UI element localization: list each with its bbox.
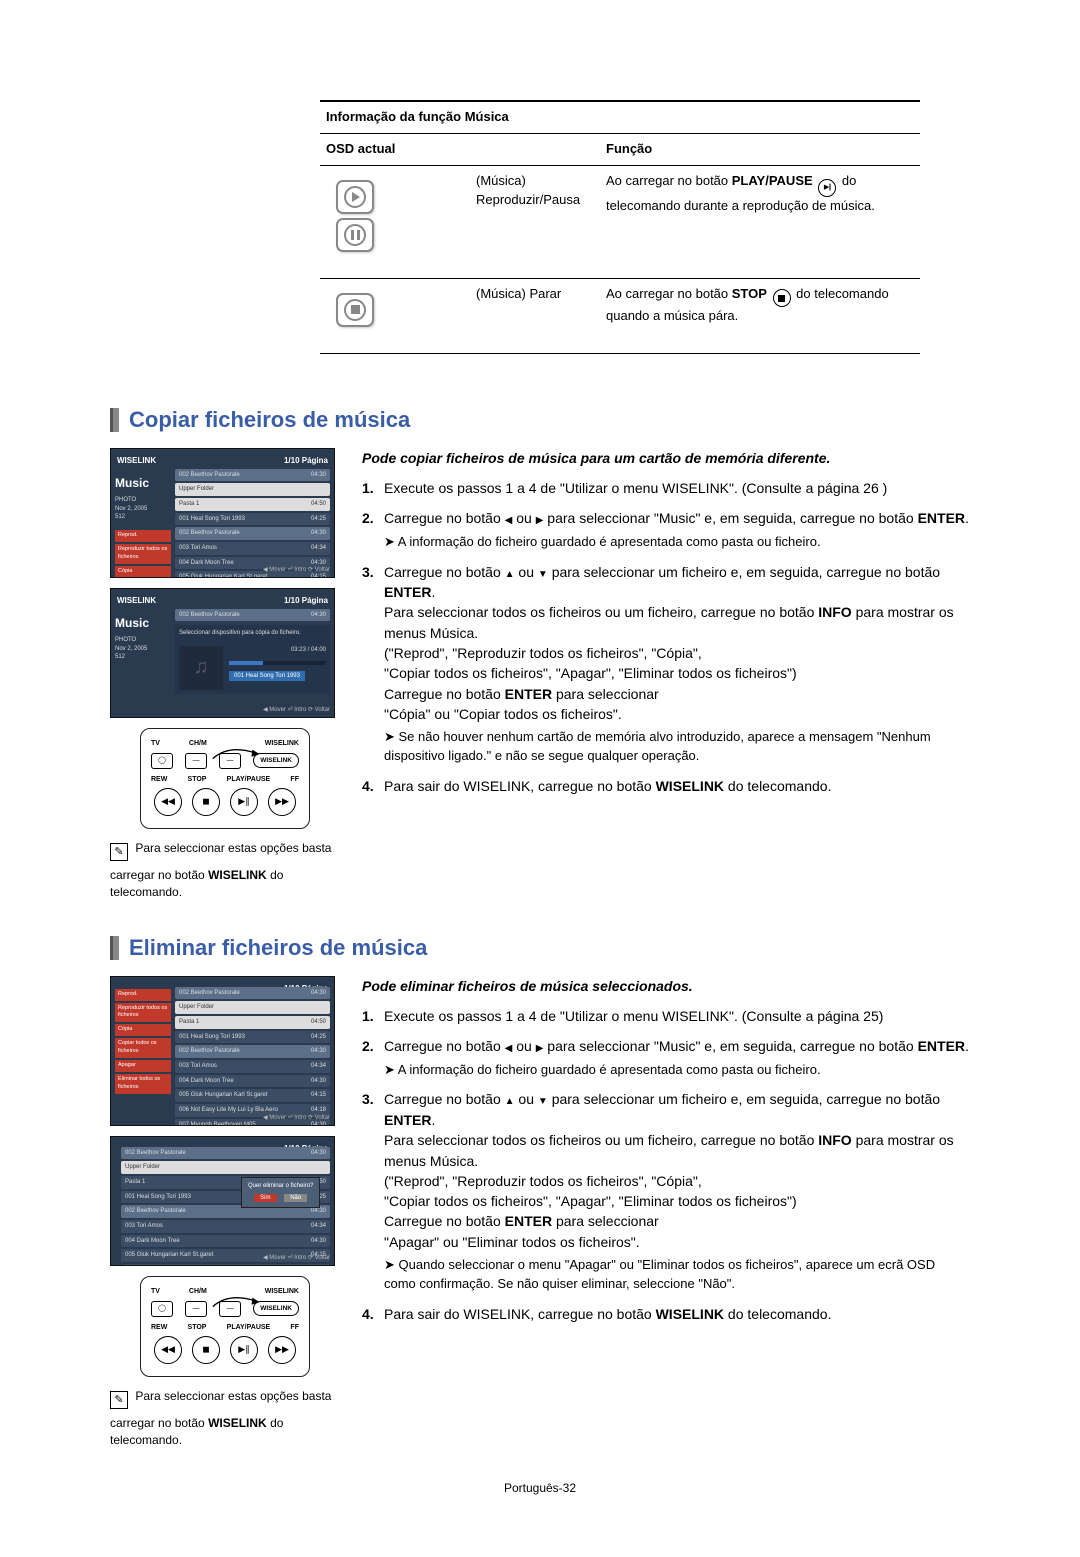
step-1: Execute os passos 1 a 4 de "Utilizar o m… xyxy=(362,1006,970,1026)
remote-diagram: TVCH/MWISELINK ◯ — — WISELINK REWSTOPPLA… xyxy=(140,728,310,829)
screenshot-delete-dialog: 1/10 Página 002 Beethov Pastorale04:30 U… xyxy=(110,1136,335,1266)
col-func: Função xyxy=(600,133,920,165)
play-icon xyxy=(336,180,374,214)
down-icon xyxy=(538,564,548,580)
caption-copy: Para seleccionar estas opções basta carr… xyxy=(110,839,340,902)
ff-button: ▶▶ xyxy=(268,788,296,816)
intro-copy: Pode copiar ficheiros de música para um … xyxy=(362,448,970,468)
play-pause-button: ▶∥ xyxy=(230,1336,258,1364)
step-1: Execute os passos 1 a 4 de "Utilizar o m… xyxy=(362,478,970,498)
tv-button: ◯ xyxy=(151,1301,173,1317)
arrow-to-wiselink-icon xyxy=(211,1293,265,1313)
heading-delete: Eliminar ficheiros de música xyxy=(110,932,970,964)
chm-button: — xyxy=(185,753,207,769)
chm-button: — xyxy=(185,1301,207,1317)
note-2b: A informação do ficheiro guardado é apre… xyxy=(384,1061,970,1080)
steps-copy: Pode copiar ficheiros de música para um … xyxy=(362,448,970,902)
row2-func: Ao carregar no botão STOP do telecomando… xyxy=(600,278,920,353)
down-icon xyxy=(538,1091,548,1107)
note-2: A informação do ficheiro guardado é apre… xyxy=(384,533,970,552)
screenshot-copy-dialog: WISELINK1/10 Página Music PHOTO Nov 2, 2… xyxy=(110,588,335,718)
note-icon xyxy=(110,1391,128,1409)
osd-stop-icon xyxy=(320,278,470,353)
row1-func: Ao carregar no botão PLAY/PAUSE do telec… xyxy=(600,165,920,278)
caption-delete: Para seleccionar estas opções basta carr… xyxy=(110,1387,340,1450)
up-icon xyxy=(505,564,515,580)
play-pause-button: ▶∥ xyxy=(230,788,258,816)
delete-dialog: Quer eliminar o ficheiro? Sim Não xyxy=(241,1177,320,1208)
left-column-delete: 1/10 Página Reprod. Reproduzir todos os … xyxy=(110,976,340,1450)
ff-button: ▶▶ xyxy=(268,1336,296,1364)
rew-button: ◀◀ xyxy=(154,1336,182,1364)
note-3b: Quando seleccionar o menu "Apagar" ou "E… xyxy=(384,1256,970,1294)
note-icon xyxy=(110,843,128,861)
step-3: Carregue no botão ou para seleccionar um… xyxy=(362,562,970,766)
row1-label: (Música) Reproduzir/Pausa xyxy=(470,165,600,278)
page-footer: Português-32 xyxy=(110,1480,970,1497)
intro-delete: Pode eliminar ficheiros de música selecc… xyxy=(362,976,970,996)
play-pause-inline-icon xyxy=(818,179,836,197)
remote-diagram-2: TVCH/MWISELINK ◯ — — WISELINK REWSTOPPLA… xyxy=(140,1276,310,1377)
tv-button: ◯ xyxy=(151,753,173,769)
step-4: Para sair do WISELINK, carregue no botão… xyxy=(362,1304,970,1324)
step-2: Carregue no botão ou para seleccionar "M… xyxy=(362,508,970,551)
album-cover-icon xyxy=(179,646,223,690)
rew-button: ◀◀ xyxy=(154,788,182,816)
music-function-table: Informação da função Música OSD actual F… xyxy=(110,100,970,354)
stop-button: ◼ xyxy=(192,1336,220,1364)
heading-copy: Copiar ficheiros de música xyxy=(110,404,970,436)
table-title: Informação da função Música xyxy=(320,101,920,133)
up-icon xyxy=(505,1091,515,1107)
steps-delete: Pode eliminar ficheiros de música selecc… xyxy=(362,976,970,1450)
step-2: Carregue no botão ou para seleccionar "M… xyxy=(362,1036,970,1079)
osd-play-pause-icons xyxy=(320,165,470,278)
stop-icon xyxy=(336,293,374,327)
note-3: Se não houver nenhum cartão de memória a… xyxy=(384,728,970,766)
stop-button: ◼ xyxy=(192,788,220,816)
step-4: Para sair do WISELINK, carregue no botão… xyxy=(362,776,970,796)
stop-inline-icon xyxy=(773,289,791,307)
step-3: Carregue no botão ou para seleccionar um… xyxy=(362,1089,970,1293)
pause-icon xyxy=(336,218,374,252)
col-osd: OSD actual xyxy=(320,133,600,165)
arrow-to-wiselink-icon xyxy=(211,745,265,765)
screenshot-delete-list: 1/10 Página Reprod. Reproduzir todos os … xyxy=(110,976,335,1126)
left-column-copy: WISELINK1/10 Página Music PHOTO Nov 2, 2… xyxy=(110,448,340,902)
screenshot-copy-list: WISELINK1/10 Página Music PHOTO Nov 2, 2… xyxy=(110,448,335,578)
row2-label: (Música) Parar xyxy=(470,278,600,353)
